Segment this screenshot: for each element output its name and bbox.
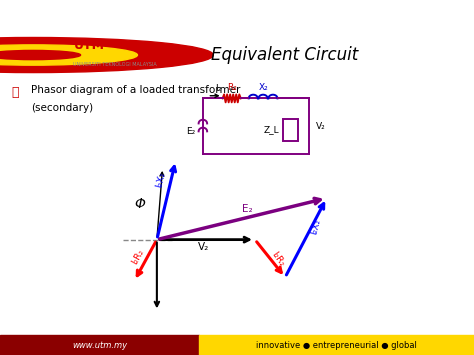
Text: I₂X₂: I₂X₂ — [155, 171, 167, 189]
Text: Equivalent Circuit: Equivalent Circuit — [211, 46, 358, 64]
Circle shape — [0, 50, 81, 60]
Text: I₂R₂: I₂R₂ — [130, 248, 146, 266]
Text: E₂: E₂ — [242, 204, 253, 214]
Circle shape — [0, 38, 213, 72]
Bar — [199, 335, 474, 355]
Text: I₂R₂: I₂R₂ — [269, 250, 286, 268]
Bar — [283, 120, 299, 141]
Text: ⓐ: ⓐ — [12, 86, 19, 99]
Text: UTM: UTM — [73, 39, 104, 52]
Text: www.utm.my: www.utm.my — [72, 341, 127, 350]
Text: (secondary): (secondary) — [31, 103, 93, 113]
Text: innovative ● entrepreneurial ● global: innovative ● entrepreneurial ● global — [256, 341, 417, 350]
Text: Phasor diagram of a loaded transformer: Phasor diagram of a loaded transformer — [31, 84, 240, 94]
Text: V₂: V₂ — [199, 242, 210, 252]
Text: Φ: Φ — [134, 197, 145, 211]
Text: V₂: V₂ — [316, 121, 326, 131]
Text: E₂: E₂ — [186, 127, 195, 136]
Text: X₂: X₂ — [259, 83, 268, 92]
Text: I₂: I₂ — [215, 84, 221, 93]
Bar — [0, 335, 199, 355]
Circle shape — [0, 45, 137, 65]
Text: I₂X₂: I₂X₂ — [309, 218, 322, 236]
Text: R₂: R₂ — [227, 83, 237, 92]
Text: Z_L: Z_L — [264, 126, 279, 135]
Text: UNIVERSITI TEKNOLOGI MALAYSIA: UNIVERSITI TEKNOLOGI MALAYSIA — [73, 62, 157, 67]
